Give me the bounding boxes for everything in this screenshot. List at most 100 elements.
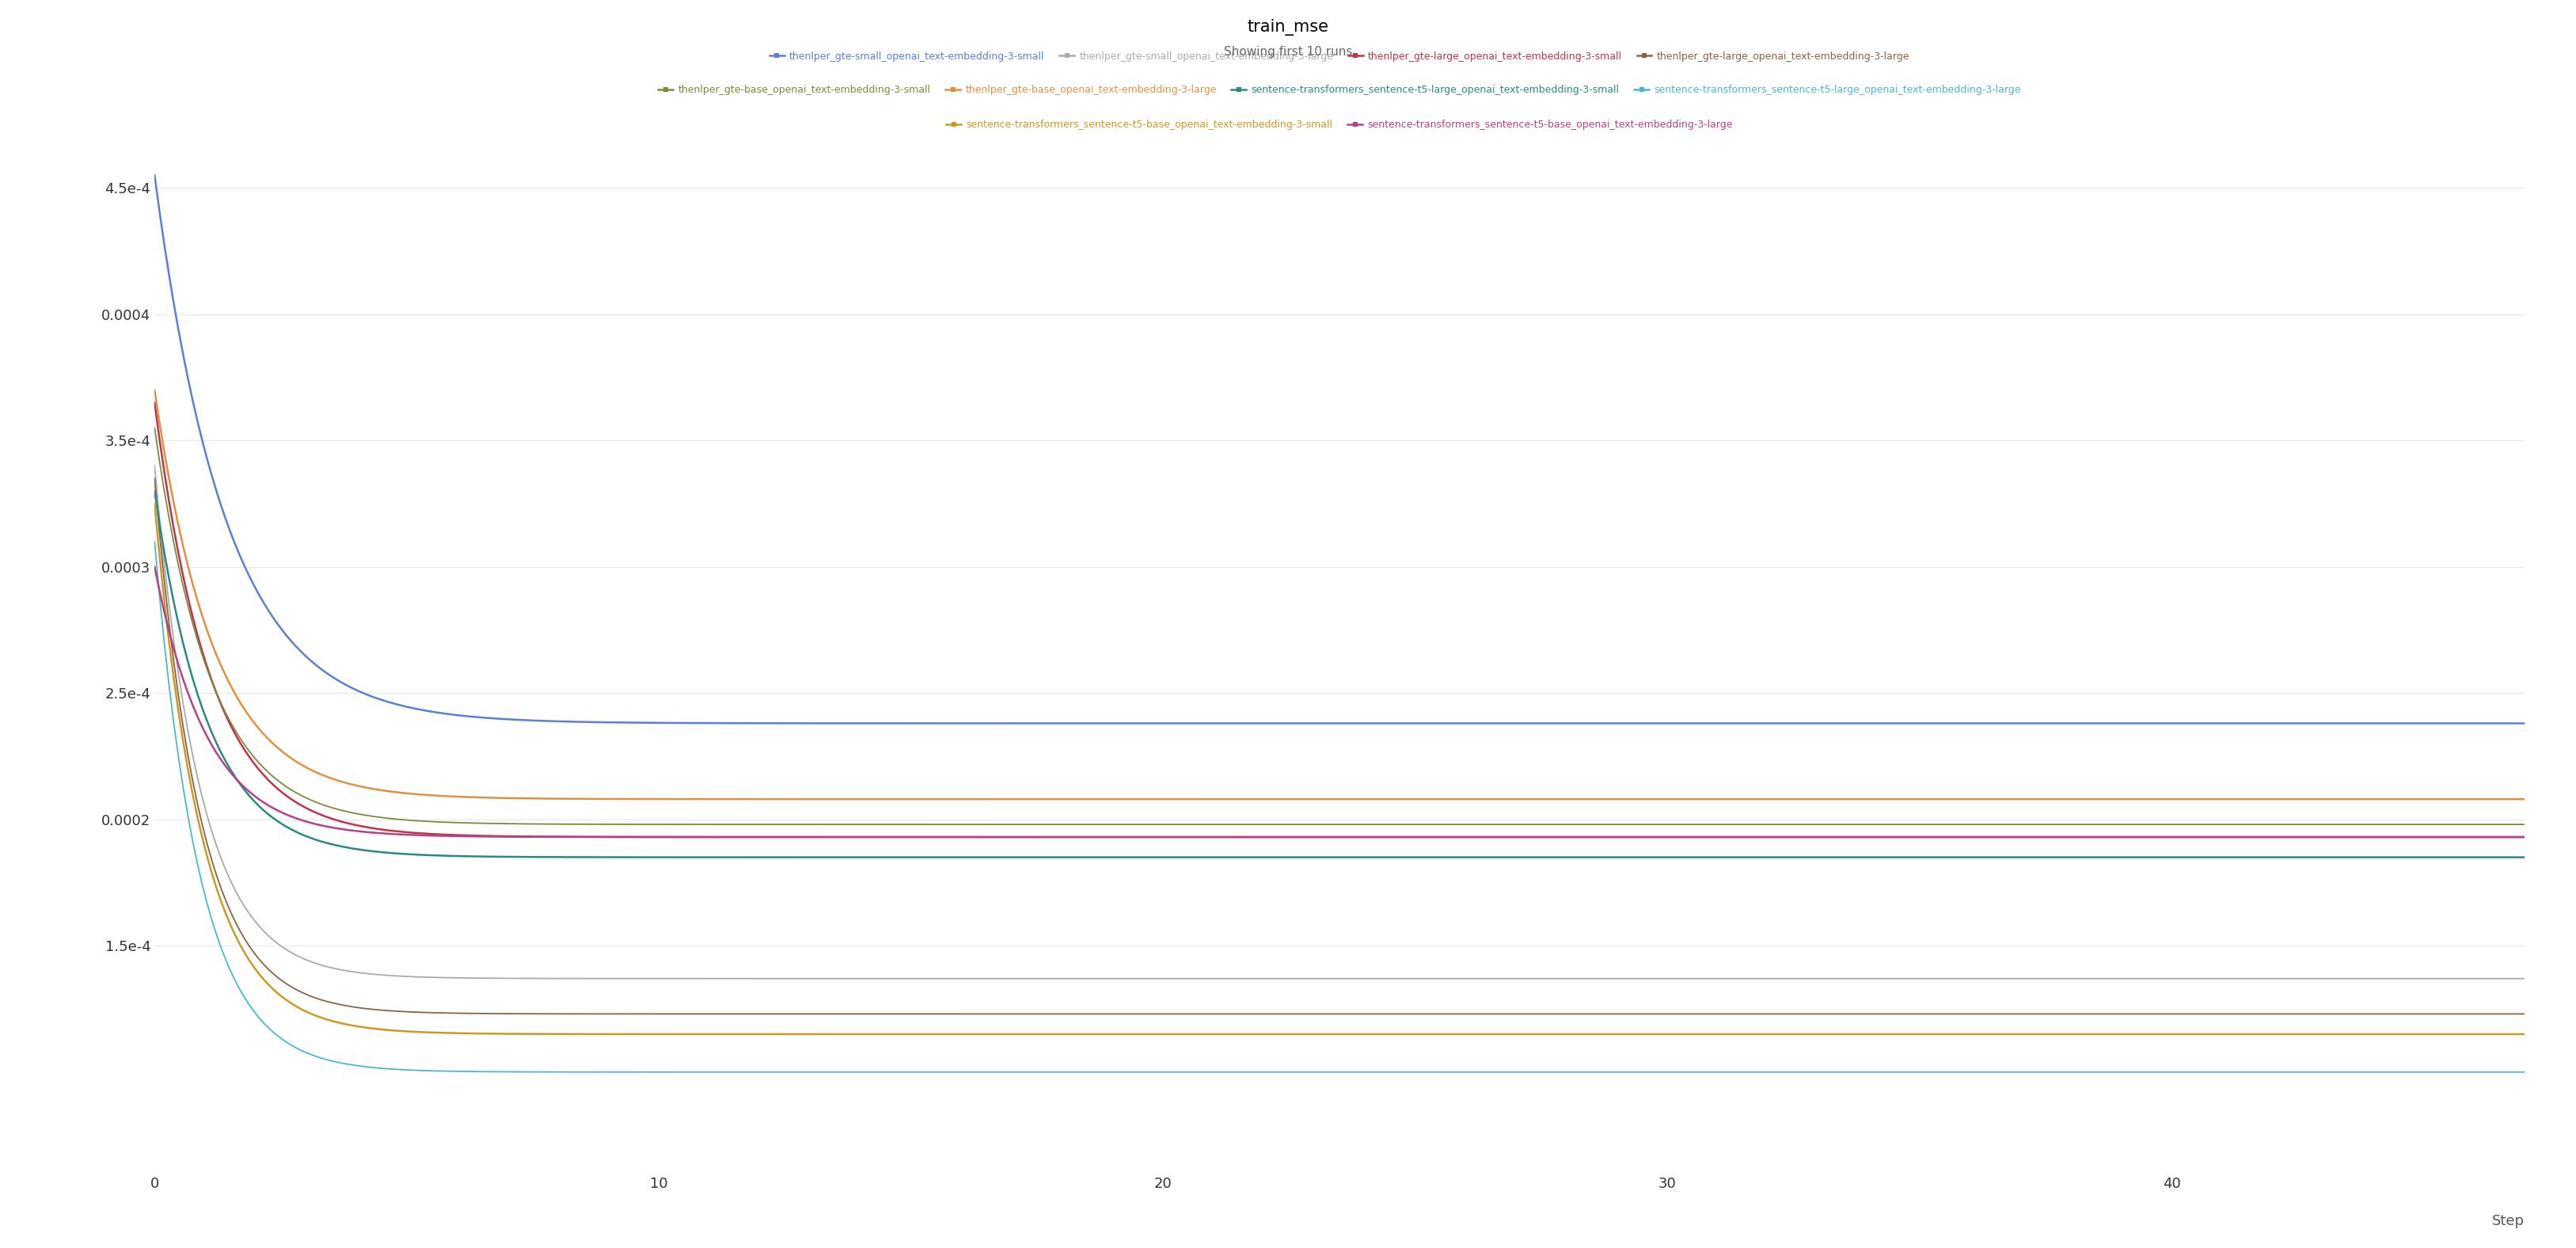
thenlper_gte-base_openai_text-embedding-3-small (1422, 817, 1453, 832)
sentence-transformers_sentence-t5-large_openai_text-embedding-3-large (1551, 1065, 1582, 1080)
thenlper_gte-large_openai_text-embedding-3-large (1278, 1006, 1309, 1021)
Text: train_mse: train_mse (1247, 19, 1329, 35)
thenlper_gte-large_openai_text-embedding-3-large (1850, 1006, 1880, 1021)
Line: thenlper_gte-large_openai_text-embedding-3-large: thenlper_gte-large_openai_text-embedding… (155, 478, 2524, 1013)
sentence-transformers_sentence-t5-large_openai_text-embedding-3-large (1265, 1065, 1296, 1080)
thenlper_gte-large_openai_text-embedding-3-small (2081, 830, 2112, 845)
Legend: sentence-transformers_sentence-t5-base_openai_text-embedding-3-small, sentence-t: sentence-transformers_sentence-t5-base_o… (943, 116, 1736, 134)
thenlper_gte-small_openai_text-embedding-3-large (1850, 971, 1880, 986)
sentence-transformers_sentence-t5-large_openai_text-embedding-3-small (1265, 850, 1296, 865)
sentence-transformers_sentence-t5-base_openai_text-embedding-3-small (1422, 1027, 1453, 1042)
sentence-transformers_sentence-t5-base_openai_text-embedding-3-small (1278, 1027, 1309, 1042)
thenlper_gte-small_openai_text-embedding-3-large (2087, 971, 2117, 986)
sentence-transformers_sentence-t5-large_openai_text-embedding-3-large (1422, 1065, 1453, 1080)
sentence-transformers_sentence-t5-large_openai_text-embedding-3-large (2087, 1065, 2117, 1080)
thenlper_gte-small_openai_text-embedding-3-small (1265, 716, 1296, 731)
thenlper_gte-small_openai_text-embedding-3-small (2509, 716, 2540, 731)
thenlper_gte-base_openai_text-embedding-3-large (139, 382, 170, 397)
sentence-transformers_sentence-t5-base_openai_text-embedding-3-small (2087, 1027, 2117, 1042)
Line: sentence-transformers_sentence-t5-base_openai_text-embedding-3-small: sentence-transformers_sentence-t5-base_o… (155, 503, 2524, 1035)
thenlper_gte-base_openai_text-embedding-3-large (1422, 791, 1453, 806)
Line: thenlper_gte-base_openai_text-embedding-3-large: thenlper_gte-base_openai_text-embedding-… (155, 389, 2524, 799)
sentence-transformers_sentence-t5-base_openai_text-embedding-3-small (1265, 1027, 1296, 1042)
sentence-transformers_sentence-t5-large_openai_text-embedding-3-small (1422, 850, 1453, 865)
thenlper_gte-small_openai_text-embedding-3-small (139, 167, 170, 182)
thenlper_gte-large_openai_text-embedding-3-large (1551, 1006, 1582, 1021)
thenlper_gte-large_openai_text-embedding-3-small (2458, 830, 2488, 845)
sentence-transformers_sentence-t5-large_openai_text-embedding-3-large (139, 534, 170, 549)
thenlper_gte-large_openai_text-embedding-3-small (1278, 830, 1309, 845)
Line: thenlper_gte-small_openai_text-embedding-3-small: thenlper_gte-small_openai_text-embedding… (155, 175, 2524, 724)
Line: sentence-transformers_sentence-t5-large_openai_text-embedding-3-large: sentence-transformers_sentence-t5-large_… (155, 542, 2524, 1072)
thenlper_gte-large_openai_text-embedding-3-small (1265, 830, 1296, 845)
thenlper_gte-small_openai_text-embedding-3-small (2081, 716, 2112, 731)
Line: thenlper_gte-small_openai_text-embedding-3-large: thenlper_gte-small_openai_text-embedding… (155, 466, 2524, 978)
sentence-transformers_sentence-t5-base_openai_text-embedding-3-small (2458, 1027, 2488, 1042)
thenlper_gte-base_openai_text-embedding-3-large (2509, 791, 2540, 806)
thenlper_gte-base_openai_text-embedding-3-small (1265, 817, 1296, 832)
sentence-transformers_sentence-t5-base_openai_text-embedding-3-large (139, 559, 170, 574)
thenlper_gte-large_openai_text-embedding-3-small (2221, 830, 2251, 845)
sentence-transformers_sentence-t5-base_openai_text-embedding-3-large (2087, 830, 2117, 845)
thenlper_gte-base_openai_text-embedding-3-large (2458, 791, 2488, 806)
thenlper_gte-base_openai_text-embedding-3-large (2339, 791, 2370, 806)
thenlper_gte-small_openai_text-embedding-3-large (1265, 971, 1296, 986)
thenlper_gte-small_openai_text-embedding-3-large (2509, 971, 2540, 986)
sentence-transformers_sentence-t5-large_openai_text-embedding-3-small (2509, 850, 2540, 865)
thenlper_gte-large_openai_text-embedding-3-large (2087, 1006, 2117, 1021)
thenlper_gte-small_openai_text-embedding-3-small (2452, 716, 2483, 731)
sentence-transformers_sentence-t5-large_openai_text-embedding-3-small (1551, 850, 1582, 865)
thenlper_gte-large_openai_text-embedding-3-small (2509, 830, 2540, 845)
sentence-transformers_sentence-t5-large_openai_text-embedding-3-large (1278, 1065, 1309, 1080)
sentence-transformers_sentence-t5-base_openai_text-embedding-3-small (1551, 1027, 1582, 1042)
sentence-transformers_sentence-t5-large_openai_text-embedding-3-small (2458, 850, 2488, 865)
Line: sentence-transformers_sentence-t5-large_openai_text-embedding-3-small: sentence-transformers_sentence-t5-large_… (155, 490, 2524, 857)
sentence-transformers_sentence-t5-base_openai_text-embedding-3-large (1422, 830, 1453, 845)
thenlper_gte-large_openai_text-embedding-3-large (139, 470, 170, 485)
sentence-transformers_sentence-t5-base_openai_text-embedding-3-large (2081, 830, 2112, 845)
sentence-transformers_sentence-t5-base_openai_text-embedding-3-small (139, 495, 170, 510)
thenlper_gte-base_openai_text-embedding-3-small (2215, 817, 2246, 832)
thenlper_gte-small_openai_text-embedding-3-large (1551, 971, 1582, 986)
thenlper_gte-small_openai_text-embedding-3-small (1551, 716, 1582, 731)
thenlper_gte-base_openai_text-embedding-3-small (1551, 817, 1582, 832)
thenlper_gte-large_openai_text-embedding-3-small (1422, 830, 1453, 845)
thenlper_gte-small_openai_text-embedding-3-large (139, 458, 170, 473)
thenlper_gte-base_openai_text-embedding-3-small (2081, 817, 2112, 832)
thenlper_gte-base_openai_text-embedding-3-small (2458, 817, 2488, 832)
thenlper_gte-large_openai_text-embedding-3-large (2509, 1006, 2540, 1021)
thenlper_gte-large_openai_text-embedding-3-large (1265, 1006, 1296, 1021)
sentence-transformers_sentence-t5-large_openai_text-embedding-3-small (2081, 850, 2112, 865)
sentence-transformers_sentence-t5-large_openai_text-embedding-3-large (1883, 1065, 1914, 1080)
sentence-transformers_sentence-t5-base_openai_text-embedding-3-large (1265, 830, 1296, 845)
Text: Showing first 10 runs: Showing first 10 runs (1224, 46, 1352, 59)
thenlper_gte-base_openai_text-embedding-3-small (139, 421, 170, 436)
Line: sentence-transformers_sentence-t5-base_openai_text-embedding-3-large: sentence-transformers_sentence-t5-base_o… (155, 567, 2524, 837)
thenlper_gte-base_openai_text-embedding-3-small (1278, 817, 1309, 832)
thenlper_gte-base_openai_text-embedding-3-large (1265, 791, 1296, 806)
Line: thenlper_gte-base_openai_text-embedding-3-small: thenlper_gte-base_openai_text-embedding-… (155, 428, 2524, 825)
thenlper_gte-base_openai_text-embedding-3-large (1278, 791, 1309, 806)
sentence-transformers_sentence-t5-large_openai_text-embedding-3-small (2099, 850, 2130, 865)
sentence-transformers_sentence-t5-base_openai_text-embedding-3-small (1963, 1027, 1994, 1042)
sentence-transformers_sentence-t5-base_openai_text-embedding-3-large (2458, 830, 2488, 845)
sentence-transformers_sentence-t5-base_openai_text-embedding-3-small (2509, 1027, 2540, 1042)
sentence-transformers_sentence-t5-base_openai_text-embedding-3-large (1551, 830, 1582, 845)
thenlper_gte-small_openai_text-embedding-3-large (1422, 971, 1453, 986)
sentence-transformers_sentence-t5-base_openai_text-embedding-3-large (2509, 830, 2540, 845)
Text: Step: Step (2491, 1214, 2524, 1228)
thenlper_gte-large_openai_text-embedding-3-small (139, 394, 170, 409)
thenlper_gte-base_openai_text-embedding-3-large (2081, 791, 2112, 806)
thenlper_gte-base_openai_text-embedding-3-large (1551, 791, 1582, 806)
thenlper_gte-large_openai_text-embedding-3-large (1422, 1006, 1453, 1021)
thenlper_gte-small_openai_text-embedding-3-small (1422, 716, 1453, 731)
thenlper_gte-small_openai_text-embedding-3-large (2458, 971, 2488, 986)
sentence-transformers_sentence-t5-large_openai_text-embedding-3-large (2458, 1065, 2488, 1080)
thenlper_gte-large_openai_text-embedding-3-large (2458, 1006, 2488, 1021)
thenlper_gte-large_openai_text-embedding-3-small (1551, 830, 1582, 845)
sentence-transformers_sentence-t5-large_openai_text-embedding-3-small (139, 483, 170, 498)
sentence-transformers_sentence-t5-base_openai_text-embedding-3-large (1278, 830, 1309, 845)
thenlper_gte-small_openai_text-embedding-3-large (1278, 971, 1309, 986)
Line: thenlper_gte-large_openai_text-embedding-3-small: thenlper_gte-large_openai_text-embedding… (155, 402, 2524, 837)
thenlper_gte-base_openai_text-embedding-3-small (2509, 817, 2540, 832)
